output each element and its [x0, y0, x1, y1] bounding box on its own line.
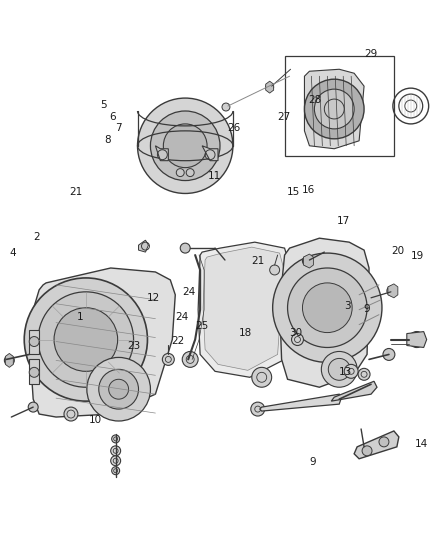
Circle shape [321, 351, 357, 387]
Circle shape [303, 256, 312, 266]
Text: 9: 9 [309, 457, 316, 467]
Text: 22: 22 [171, 336, 184, 345]
Polygon shape [354, 431, 399, 459]
Text: 23: 23 [127, 341, 141, 351]
Text: 6: 6 [109, 112, 116, 122]
Circle shape [387, 286, 397, 296]
Circle shape [344, 365, 358, 378]
Circle shape [109, 379, 129, 399]
Circle shape [29, 336, 39, 346]
Text: 1: 1 [76, 312, 83, 322]
Circle shape [112, 435, 120, 443]
Polygon shape [304, 254, 314, 268]
Circle shape [270, 265, 279, 275]
Circle shape [64, 407, 78, 421]
Text: 29: 29 [364, 49, 377, 59]
Circle shape [379, 437, 389, 447]
Text: 10: 10 [88, 415, 102, 425]
Text: 7: 7 [116, 123, 122, 133]
Text: 19: 19 [410, 251, 424, 261]
Circle shape [87, 358, 150, 421]
Text: 21: 21 [251, 256, 265, 266]
Text: 25: 25 [195, 321, 208, 331]
Circle shape [314, 89, 354, 129]
Polygon shape [155, 146, 168, 160]
Circle shape [303, 283, 352, 333]
Circle shape [111, 456, 120, 466]
Circle shape [112, 467, 120, 475]
Circle shape [28, 402, 38, 412]
Text: 13: 13 [339, 367, 352, 377]
Text: 9: 9 [364, 304, 370, 314]
Circle shape [251, 402, 265, 416]
Circle shape [222, 103, 230, 111]
Polygon shape [407, 332, 427, 348]
Polygon shape [31, 268, 175, 417]
Text: 3: 3 [344, 301, 351, 311]
Polygon shape [388, 284, 398, 298]
Circle shape [252, 367, 272, 387]
Text: 16: 16 [302, 185, 315, 195]
Circle shape [288, 268, 367, 348]
Circle shape [273, 253, 382, 362]
Polygon shape [5, 353, 13, 367]
Text: 20: 20 [391, 246, 404, 256]
Circle shape [358, 368, 370, 380]
Circle shape [266, 83, 274, 91]
Circle shape [328, 358, 350, 380]
Circle shape [150, 111, 220, 181]
Text: 15: 15 [286, 188, 300, 197]
Polygon shape [202, 146, 218, 160]
Polygon shape [29, 329, 39, 354]
Circle shape [176, 168, 184, 176]
Circle shape [4, 356, 14, 365]
Text: 17: 17 [336, 216, 350, 227]
Text: 8: 8 [105, 135, 111, 146]
Text: 24: 24 [182, 287, 195, 297]
Circle shape [138, 98, 233, 193]
Polygon shape [304, 69, 364, 149]
Circle shape [362, 446, 372, 456]
Text: 26: 26 [228, 123, 241, 133]
Polygon shape [266, 81, 274, 93]
Text: 5: 5 [100, 100, 107, 110]
Text: 28: 28 [308, 95, 321, 104]
Circle shape [409, 332, 425, 348]
Bar [285, 56, 394, 156]
Polygon shape [138, 240, 148, 252]
Circle shape [24, 278, 148, 401]
Circle shape [29, 367, 39, 377]
Circle shape [38, 292, 134, 387]
Text: 14: 14 [415, 439, 428, 449]
Text: 27: 27 [278, 112, 291, 122]
Circle shape [99, 369, 138, 409]
Text: 24: 24 [175, 312, 189, 322]
Text: 2: 2 [33, 232, 39, 243]
Circle shape [111, 446, 120, 456]
Text: 12: 12 [147, 293, 160, 303]
Polygon shape [279, 238, 369, 387]
Text: 11: 11 [208, 172, 221, 181]
Circle shape [162, 353, 174, 365]
Text: 21: 21 [69, 188, 82, 197]
Text: 30: 30 [289, 328, 302, 338]
Circle shape [54, 308, 118, 372]
Polygon shape [203, 247, 283, 370]
Circle shape [186, 168, 194, 176]
Circle shape [383, 349, 395, 360]
Circle shape [163, 124, 207, 168]
Circle shape [304, 79, 364, 139]
Circle shape [182, 351, 198, 367]
Polygon shape [198, 242, 290, 377]
Polygon shape [29, 359, 39, 384]
Text: 18: 18 [238, 328, 252, 338]
Circle shape [292, 334, 304, 345]
Circle shape [180, 243, 190, 253]
Polygon shape [260, 394, 341, 411]
Text: 4: 4 [9, 248, 16, 259]
Polygon shape [331, 381, 377, 401]
